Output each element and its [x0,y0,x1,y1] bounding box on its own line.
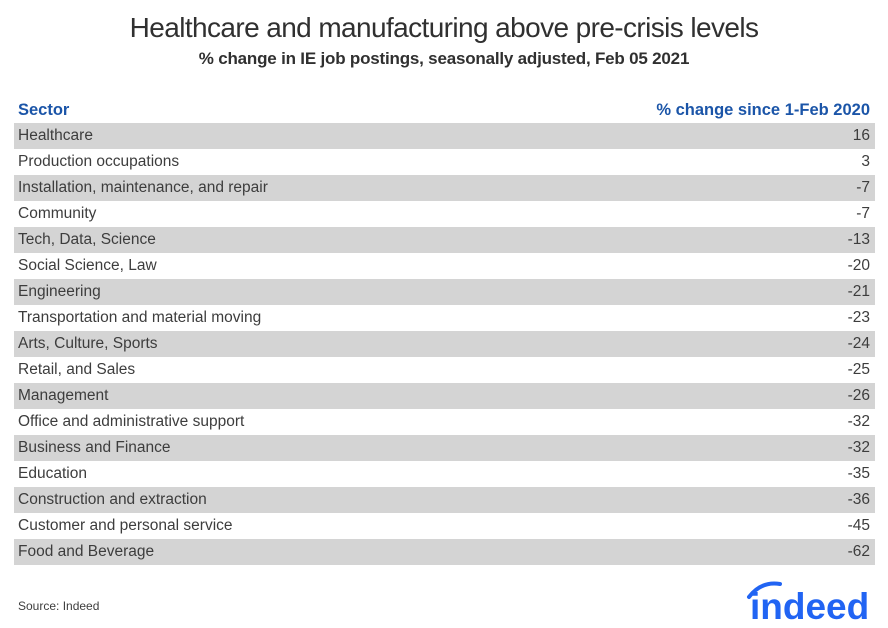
table-row: Retail, and Sales -25 [14,357,875,383]
sector-cell: Arts, Culture, Sports [18,335,158,352]
sector-cell: Retail, and Sales [18,361,136,378]
sector-cell: Education [18,465,87,482]
value-cell: -45 [847,517,870,534]
sector-cell: Business and Finance [18,439,171,456]
table-header-row: Sector % change since 1-Feb 2020 [14,98,875,123]
table-row: Education -35 [14,461,875,487]
value-cell: 3 [861,153,870,170]
value-cell: 16 [852,127,870,144]
table-row: Management -26 [14,383,875,409]
value-cell: -35 [847,465,870,482]
value-cell: -7 [856,205,870,222]
sector-cell: Food and Beverage [18,543,155,560]
chart-title: Healthcare and manufacturing above pre-c… [129,12,759,43]
table-row: Social Science, Law -20 [14,253,875,279]
table-rows: Healthcare 16 Production occupations 3 Insta… [14,123,875,565]
indeed-logo-swoosh-icon [747,581,782,599]
sector-cell: Office and administrative support [18,413,245,430]
sector-cell: Healthcare [18,127,93,144]
value-cell: -21 [847,283,870,300]
indeed-logo-text: indeed [750,586,869,624]
table-row: Tech, Data, Science -13 [14,227,875,253]
table-row: Customer and personal service -45 [14,513,875,539]
chart-figure: Healthcare and manufacturing above pre-c… [0,11,888,624]
sector-cell: Customer and personal service [18,517,233,534]
value-cell: -25 [847,361,870,378]
value-cell: -20 [847,257,870,274]
table-row: Food and Beverage -62 [14,539,875,565]
indeed-logo: indeed [745,580,875,624]
sector-cell: Installation, maintenance, and repair [18,179,268,196]
sector-cell: Production occupations [18,153,180,170]
value-cell: -24 [847,335,870,352]
table-row: Transportation and material moving -23 [14,305,875,331]
sector-cell: Social Science, Law [18,257,157,274]
sector-cell: Transportation and material moving [18,309,262,326]
column-header-value: % change since 1-Feb 2020 [656,101,870,119]
table-row: Healthcare 16 [14,123,875,149]
sector-cell: Engineering [18,283,101,300]
value-cell: -32 [847,413,870,430]
value-cell: -36 [847,491,870,508]
value-cell: -13 [847,231,870,248]
value-cell: -26 [847,387,870,404]
column-header-sector: Sector [18,101,70,119]
sector-cell: Community [18,205,97,222]
table-row: Construction and extraction -36 [14,487,875,513]
sector-cell: Construction and extraction [18,491,207,508]
value-cell: -23 [847,309,870,326]
chart-subtitle: % change in IE job postings, seasonally … [198,49,690,68]
table-row: Installation, maintenance, and repair -7 [14,175,875,201]
source-note: Source: Indeed [18,599,100,613]
value-cell: -62 [847,543,870,560]
sector-cell: Management [18,387,109,404]
table-row: Office and administrative support -32 [14,409,875,435]
value-cell: -32 [847,439,870,456]
table-row: Engineering -21 [14,279,875,305]
table-row: Production occupations 3 [14,149,875,175]
table-row: Arts, Culture, Sports -24 [14,331,875,357]
table-row: Community -7 [14,201,875,227]
sector-cell: Tech, Data, Science [18,231,156,248]
value-cell: -7 [856,179,870,196]
sector-table: Sector % change since 1-Feb 2020 Healthc… [14,98,875,565]
table-row: Business and Finance -32 [14,435,875,461]
